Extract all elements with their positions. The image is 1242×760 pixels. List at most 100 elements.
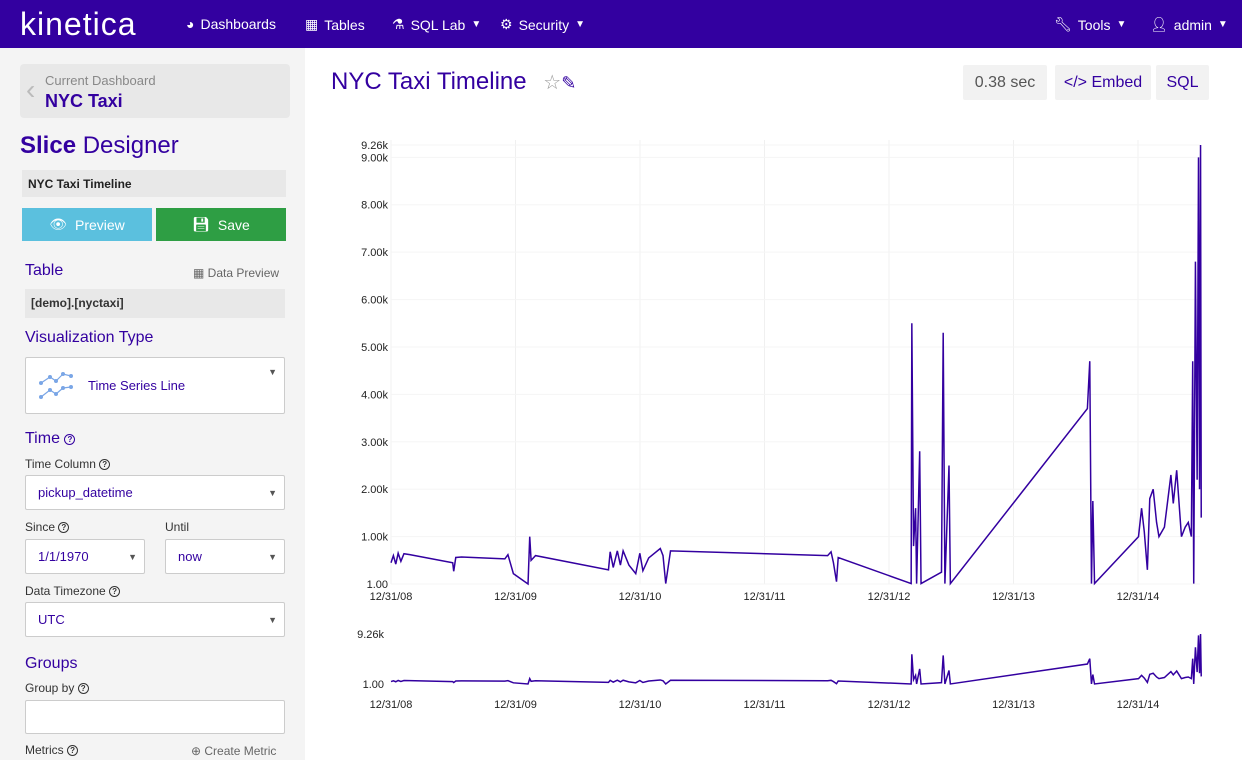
help-icon[interactable]: ? <box>109 586 121 597</box>
current-dashboard-link[interactable]: ‹ Current Dashboard NYC Taxi <box>20 64 290 118</box>
nav-label: Dashboards <box>200 16 276 32</box>
nav-security[interactable]: ⚙ Security ▼ <box>500 16 585 33</box>
caret-down-icon: ▼ <box>268 487 277 498</box>
since-select[interactable]: 1/1/1970 ▼ <box>25 539 145 574</box>
query-timing: 0.38 sec <box>963 65 1047 100</box>
caret-down-icon: ▼ <box>268 614 277 625</box>
y-tick-label: 3.00k <box>361 437 388 449</box>
help-icon[interactable]: ? <box>99 459 111 470</box>
viz-type-label: Visualization Type <box>25 329 154 346</box>
top-navbar: kinetica ◕ Dashboards ▦ Tables ⚗ SQL Lab ▼ ⚙… <box>0 0 1242 48</box>
slice-designer-sidebar: ‹ Current Dashboard NYC Taxi Slice Desig… <box>0 48 305 760</box>
nav-label: SQL Lab <box>410 16 466 33</box>
select-value: 1/1/1970 <box>38 549 89 564</box>
nav-user[interactable]: 👤︎ admin ▼ <box>1150 16 1228 33</box>
flask-icon: ⚗ <box>392 16 405 32</box>
nav-label: admin <box>1173 16 1212 33</box>
mini-x-tick-label: 12/31/11 <box>743 699 785 711</box>
kinetica-logo[interactable]: kinetica <box>20 6 137 42</box>
mini-x-tick-label: 12/31/12 <box>868 699 911 711</box>
heading-bold: Slice <box>20 132 77 159</box>
y-tick-label: 5.00k <box>361 342 388 354</box>
mini-x-tick-label: 12/31/13 <box>992 699 1035 711</box>
chevron-down-icon: ▼ <box>1217 19 1228 30</box>
y-tick-label: 1.00 <box>367 579 388 591</box>
create-metric-label: Create Metric <box>204 744 277 758</box>
x-tick-label: 12/31/10 <box>619 591 662 603</box>
chevron-down-icon: ▼ <box>575 19 586 30</box>
table-icon: ▦ <box>193 266 208 280</box>
group-by-label: Group by ? <box>25 681 89 695</box>
star-icon[interactable]: ☆ <box>543 72 562 94</box>
x-tick-label: 12/31/13 <box>992 591 1035 603</box>
table-value: [demo].[nyctaxi] <box>25 289 285 318</box>
x-tick-label: 12/31/14 <box>1117 591 1160 603</box>
viz-type-value: Time Series Line <box>88 378 186 393</box>
title-text: NYC Taxi Timeline <box>331 68 527 95</box>
since-label: Since ? <box>25 520 70 534</box>
nav-dashboards[interactable]: ◕ Dashboards <box>186 16 276 32</box>
nav-sql-lab[interactable]: ⚗ SQL Lab ▼ <box>392 16 481 33</box>
current-dashboard-name: NYC Taxi <box>45 91 123 111</box>
preview-button[interactable]: 👁︎ Preview <box>22 208 152 241</box>
y-tick-label: 4.00k <box>361 389 388 401</box>
caret-down-icon: ▼ <box>128 551 137 562</box>
help-icon[interactable]: ? <box>58 522 70 533</box>
label-text: Since <box>25 520 56 534</box>
y-tick-label: 9.26k <box>361 140 388 152</box>
x-tick-label: 12/31/08 <box>370 591 413 603</box>
group-by-input[interactable] <box>25 700 285 734</box>
select-value: now <box>178 549 202 564</box>
mini-x-tick-label: 12/31/09 <box>494 699 537 711</box>
mini-x-tick-label: 12/31/14 <box>1117 699 1160 711</box>
nav-label: Tools <box>1077 16 1111 33</box>
until-select[interactable]: now ▼ <box>165 539 285 574</box>
table-icon: ▦ <box>305 16 319 32</box>
viz-type-select[interactable]: Time Series Line ▼ <box>25 357 285 414</box>
help-icon[interactable]: ? <box>67 745 79 756</box>
help-icon[interactable]: ? <box>64 434 76 445</box>
time-column-label: Time Column ? <box>25 457 111 471</box>
chevron-down-icon: ▼ <box>471 19 482 30</box>
mini-y-tick-label: 1.00 <box>363 679 384 691</box>
preview-label: Preview <box>74 216 125 233</box>
caret-down-icon: ▼ <box>268 367 277 377</box>
table-label: Table <box>25 262 64 279</box>
data-preview-link[interactable]: ▦ Data Preview <box>193 266 279 280</box>
page-title: NYC Taxi Timeline ☆✎ <box>331 68 576 96</box>
slice-name-input[interactable]: NYC Taxi Timeline <box>22 170 286 197</box>
y-tick-label: 6.00k <box>361 295 388 307</box>
nav-tools[interactable]: 🔧︎ Tools ▼ <box>1054 16 1126 33</box>
label-text: Time Column <box>25 457 96 471</box>
sql-button[interactable]: SQL <box>1156 65 1209 100</box>
series-line <box>390 144 1202 586</box>
until-label: Until <box>165 520 190 534</box>
help-icon[interactable]: ? <box>77 683 89 694</box>
mini-x-tick-label: 12/31/10 <box>619 699 662 711</box>
time-column-select[interactable]: pickup_datetime ▼ <box>25 475 285 510</box>
eye-icon: 👁︎ <box>49 216 67 232</box>
select-value: UTC <box>38 612 65 627</box>
mini-x-tick-label: 12/31/08 <box>370 699 413 711</box>
plus-circle-icon: ⊕ <box>191 744 205 758</box>
time-section-label: Time ? <box>25 430 76 448</box>
edit-icon[interactable]: ✎ <box>561 73 577 93</box>
timezone-label: Data Timezone ? <box>25 584 121 598</box>
y-tick-label: 2.00k <box>361 484 388 496</box>
dashboard-icon: ◕ <box>186 16 195 32</box>
select-value: pickup_datetime <box>38 485 133 500</box>
embed-button[interactable]: </> Embed <box>1055 65 1151 100</box>
save-label: Save <box>217 216 250 233</box>
current-dashboard-label: Current Dashboard <box>45 73 156 88</box>
timezone-select[interactable]: UTC ▼ <box>25 602 285 637</box>
y-tick-label: 7.00k <box>361 247 388 259</box>
x-tick-label: 12/31/11 <box>743 591 785 603</box>
nav-tables[interactable]: ▦ Tables <box>305 16 365 33</box>
embed-label: Embed <box>1091 73 1143 91</box>
wrench-icon: 🔧︎ <box>1054 16 1072 32</box>
groups-label: Groups <box>25 655 78 672</box>
create-metric-link[interactable]: ⊕ Create Metric <box>191 744 276 758</box>
nav-label: Security <box>518 16 570 33</box>
save-button[interactable]: 💾︎ Save <box>156 208 286 241</box>
